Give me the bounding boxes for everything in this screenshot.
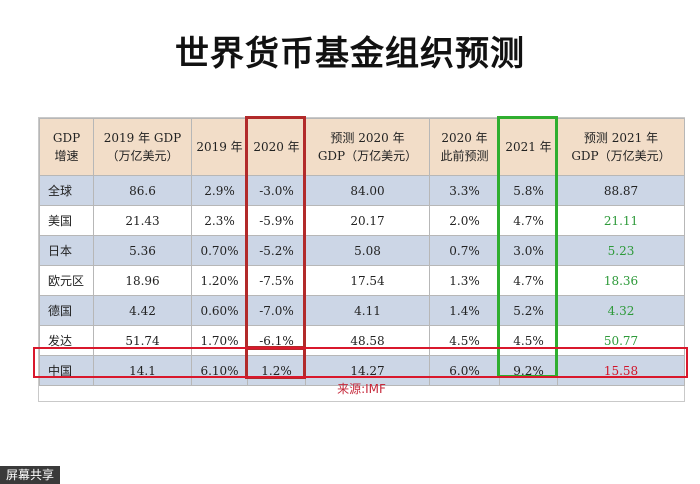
gdp-forecast-table: GDP 增速 2019 年 GDP （万亿美元） 2019 年 2020 年 预测 … <box>39 118 685 386</box>
table-row: 日本 5.36 0.70% -5.2% 5.08 0.7% 3.0% 5.23 <box>39 235 685 266</box>
table-header-row: GDP 增速 2019 年 GDP （万亿美元） 2019 年 2020 年 预测 … <box>39 118 685 176</box>
table-row: 欧元区 18.96 1.20% -7.5% 17.54 1.3% 4.7% 18… <box>39 265 685 296</box>
highlight-box-2021-column <box>497 116 558 378</box>
screen-share-label: 屏幕共享 <box>0 466 61 484</box>
header-2019: 2019 年 <box>191 118 248 176</box>
table-row: 美国 21.43 2.3% -5.9% 20.17 2.0% 4.7% 21.1… <box>39 205 685 236</box>
header-forecast-2021-gdp: 预测 2021 年 GDP（万亿美元） <box>557 118 685 176</box>
header-forecast-2020-gdp: 预测 2020 年 GDP（万亿美元） <box>305 118 430 176</box>
source-note: 来源:IMF <box>337 382 386 396</box>
gdp-forecast-table-panel: GDP 增速 2019 年 GDP （万亿美元） 2019 年 2020 年 预测 … <box>33 116 688 402</box>
header-gdp-growth: GDP 增速 <box>39 118 94 176</box>
table-row: 全球 86.6 2.9% -3.0% 84.00 3.3% 5.8% 88.87 <box>39 175 685 206</box>
highlight-box-2020-column <box>245 116 306 349</box>
header-2020-prior-forecast: 2020 年此前预测 <box>429 118 500 176</box>
header-2020: 2020 年 <box>247 118 306 176</box>
header-2019-gdp: 2019 年 GDP （万亿美元） <box>93 118 192 176</box>
table-row: 德国 4.42 0.60% -7.0% 4.11 1.4% 5.2% 4.32 <box>39 295 685 326</box>
table-row: 发达 51.74 1.70% -6.1% 48.58 4.5% 4.5% 50.… <box>39 325 685 356</box>
highlight-box-china-row <box>33 347 688 378</box>
page-title: 世界货币基金组织预测 <box>175 34 525 74</box>
table-row-china: 中国 14.1 6.10% 1.2% 14.27 6.0% 9.2% 15.58 <box>39 355 685 386</box>
